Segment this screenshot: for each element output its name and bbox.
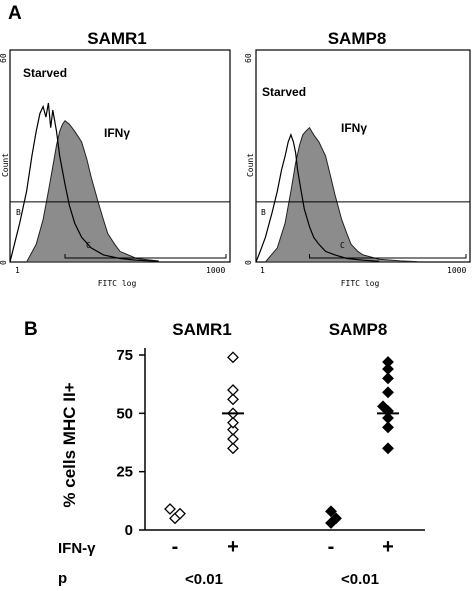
data-point <box>227 384 239 396</box>
data-point <box>227 442 239 455</box>
x-tick-label: 1000 <box>447 266 466 275</box>
y-axis-title: % cells MHC II+ <box>60 382 79 507</box>
group-title: SAMR1 <box>172 320 232 339</box>
data-point <box>382 363 394 375</box>
gate-b-label: B <box>16 208 21 217</box>
gate-c-label: C <box>86 241 91 250</box>
y-max-label: 60 <box>244 53 253 63</box>
y-tick-label: 25 <box>116 464 133 481</box>
gate-c-bracket <box>309 254 467 259</box>
y-max-label: 60 <box>0 53 8 63</box>
histogram-curves <box>255 126 470 263</box>
y-tick-label: 50 <box>116 405 133 422</box>
p-value: <0.01 <box>185 571 223 588</box>
histogram-curves <box>9 102 230 263</box>
scatter-panel: SAMR1 SAMP8 % cells MHC II+ 0 25 50 75 IFN-… <box>58 320 425 588</box>
x-tick-label: 1000 <box>206 266 225 275</box>
data-point <box>382 356 394 368</box>
histogram-title: SAMP8 <box>328 29 387 48</box>
data-point <box>227 351 239 364</box>
treatment-sign: - <box>328 536 335 558</box>
histogram-samp8: SAMP8 60 0 Count Starved IFNγ B C 1 1000… <box>244 29 471 288</box>
gate-b-label: B <box>261 208 266 217</box>
y-min-label: 0 <box>244 260 253 265</box>
p-value: <0.01 <box>341 571 379 588</box>
ifn-label: IFNγ <box>341 121 367 135</box>
y-min-label: 0 <box>0 260 8 265</box>
data-point <box>382 372 394 385</box>
x-axis-label: FITC log <box>98 279 137 288</box>
data-point <box>382 386 394 399</box>
data-point <box>174 507 186 520</box>
data-point <box>325 505 337 518</box>
x-tick-label: 1 <box>15 266 20 275</box>
treatment-sign: + <box>227 536 239 558</box>
data-point <box>164 503 176 515</box>
data-point <box>382 412 394 424</box>
y-tick-label: 0 <box>125 522 133 539</box>
data-point <box>382 442 394 455</box>
ifn-series <box>25 119 159 263</box>
starved-label: Starved <box>262 85 306 99</box>
x-tick-label: 1 <box>260 266 265 275</box>
data-point <box>330 512 342 525</box>
data-point <box>377 400 389 413</box>
ifn-label: IFNγ <box>104 126 130 140</box>
data-point <box>382 421 394 434</box>
panel-label-b: B <box>24 319 38 340</box>
starved-label: Starved <box>23 66 67 80</box>
panel-label-a: A <box>8 3 22 24</box>
treatment-sign: - <box>172 536 179 558</box>
y-axis-label: Count <box>1 153 10 177</box>
y-ticks: 0 25 50 75 <box>116 347 145 539</box>
x-axis-label: FITC log <box>341 279 380 288</box>
histogram-samr1: SAMR1 60 0 Count Starved IFNγ B C 1 1000… <box>0 29 231 288</box>
scatter-points <box>164 351 399 529</box>
gate-c-label: C <box>340 241 345 250</box>
data-point <box>227 433 239 445</box>
y-tick-label: 75 <box>116 347 133 364</box>
treatment-sign: + <box>382 536 394 558</box>
treatment-label: IFN-γ <box>58 540 96 557</box>
data-point <box>227 416 239 429</box>
data-point <box>227 393 239 406</box>
ifn-series <box>264 126 417 263</box>
y-axis-label: Count <box>246 153 255 177</box>
starved-series <box>9 102 159 263</box>
p-label: p <box>58 570 67 587</box>
data-point <box>227 423 239 436</box>
histogram-title: SAMR1 <box>87 29 147 48</box>
gate-c-bracket <box>64 254 227 259</box>
group-title: SAMP8 <box>329 320 388 339</box>
